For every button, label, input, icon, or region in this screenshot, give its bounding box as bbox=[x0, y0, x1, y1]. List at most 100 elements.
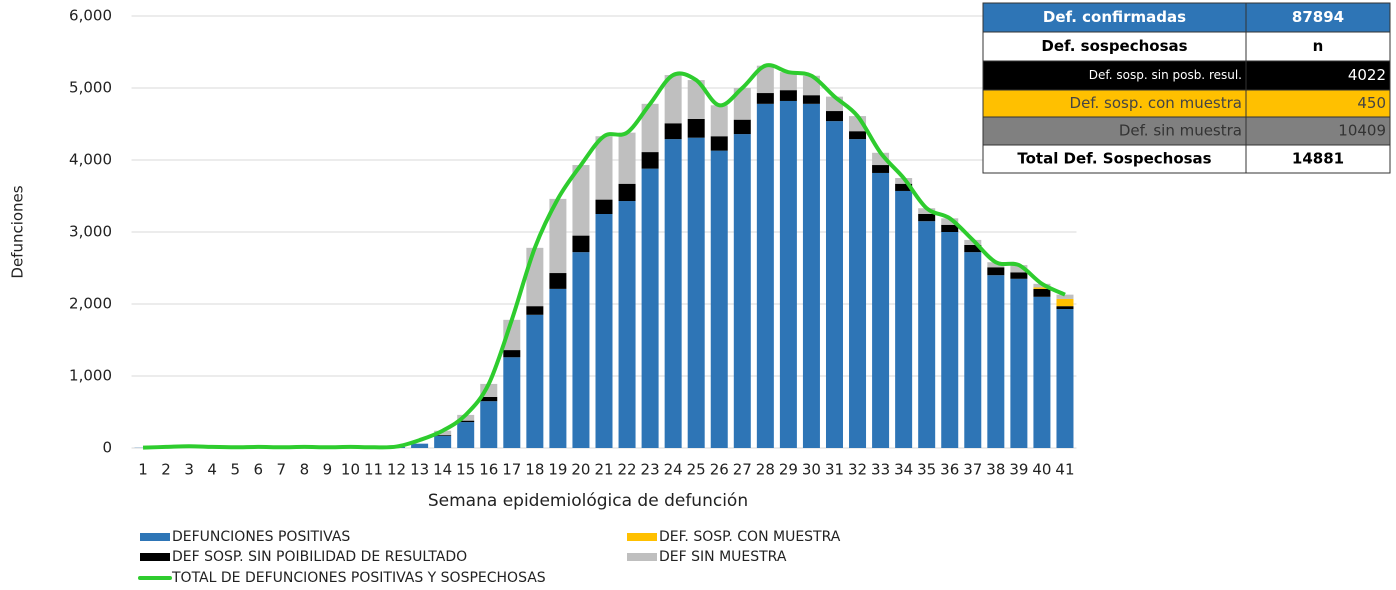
legend-swatch bbox=[140, 553, 170, 561]
bar-segment bbox=[595, 214, 613, 448]
bar-segment bbox=[572, 235, 590, 253]
table-value: 4022 bbox=[1348, 66, 1386, 84]
bar-segment bbox=[987, 275, 1005, 448]
bar-segment bbox=[526, 306, 544, 315]
bar-segment bbox=[987, 267, 1005, 276]
bar-segment bbox=[895, 183, 913, 191]
bar-segment bbox=[849, 139, 867, 448]
table-cell bbox=[982, 89, 1247, 118]
x-tick-label: 38 bbox=[986, 461, 1005, 479]
bar-segment bbox=[618, 183, 636, 202]
x-tick-label: 6 bbox=[253, 461, 263, 479]
bar-segment bbox=[918, 221, 936, 448]
table-cell bbox=[1245, 144, 1391, 174]
table-label: Def. sosp. con muestra bbox=[1070, 94, 1242, 112]
x-tick-label: 9 bbox=[323, 461, 333, 479]
x-tick-label: 4 bbox=[207, 461, 217, 479]
x-tick-label: 30 bbox=[802, 461, 821, 479]
bar-segment bbox=[457, 422, 475, 448]
x-tick-label: 3 bbox=[184, 461, 194, 479]
x-tick-label: 27 bbox=[733, 461, 752, 479]
bar-segment bbox=[549, 288, 567, 448]
x-tick-label: 18 bbox=[525, 461, 544, 479]
bar-segment bbox=[687, 118, 705, 138]
legend-swatch bbox=[140, 533, 170, 541]
bar-segment bbox=[733, 88, 751, 120]
bar-segment bbox=[918, 208, 936, 214]
x-tick-label: 19 bbox=[548, 461, 567, 479]
bar-segment bbox=[434, 435, 452, 448]
x-tick-label: 17 bbox=[502, 461, 521, 479]
table-cell bbox=[982, 2, 1247, 33]
table-value: 14881 bbox=[1292, 150, 1344, 168]
legend-label: DEF. SOSP. CON MUESTRA bbox=[659, 529, 841, 545]
x-axis-title: Semana epidemiológica de defunción bbox=[428, 491, 748, 511]
bar-segment bbox=[595, 136, 613, 200]
bar-segment bbox=[1010, 265, 1028, 273]
x-tick-label: 39 bbox=[1009, 461, 1028, 479]
bar-segment bbox=[756, 93, 774, 104]
bar-segment bbox=[802, 95, 820, 104]
bar-segment bbox=[687, 137, 705, 448]
y-tick-label: 2,000 bbox=[69, 295, 112, 313]
x-tick-label: 40 bbox=[1032, 461, 1051, 479]
bar-segment bbox=[756, 65, 774, 94]
x-tick-label: 21 bbox=[594, 461, 613, 479]
bar-segment bbox=[1056, 298, 1074, 307]
y-tick-label: 6,000 bbox=[69, 7, 112, 25]
table-cell bbox=[982, 31, 1247, 62]
table-label: Total Def. Sospechosas bbox=[1017, 150, 1211, 168]
table-cell bbox=[1245, 89, 1391, 118]
table-cell bbox=[982, 60, 1247, 91]
bar-segment bbox=[526, 247, 544, 307]
bar-segment bbox=[641, 168, 659, 448]
bar-segment bbox=[572, 165, 590, 236]
bar-segment bbox=[941, 218, 959, 225]
x-tick-label: 20 bbox=[571, 461, 590, 479]
bar-segment bbox=[779, 90, 797, 101]
bar-segment bbox=[710, 136, 728, 151]
legend-swatch bbox=[627, 533, 657, 541]
bar-segment bbox=[434, 435, 452, 436]
x-tick-label: 35 bbox=[917, 461, 936, 479]
bar-segment bbox=[1056, 294, 1074, 299]
x-tick-label: 31 bbox=[825, 461, 844, 479]
table-cell bbox=[1245, 31, 1391, 62]
bar-segment bbox=[825, 111, 843, 122]
bar-segment bbox=[710, 150, 728, 448]
table-cell bbox=[1245, 116, 1391, 146]
y-tick-label: 4,000 bbox=[69, 151, 112, 169]
bar-segment bbox=[480, 396, 498, 402]
x-tick-label: 28 bbox=[756, 461, 775, 479]
bar-segment bbox=[618, 132, 636, 184]
x-tick-label: 25 bbox=[687, 461, 706, 479]
bar-segment bbox=[964, 252, 982, 448]
x-tick-label: 13 bbox=[410, 461, 429, 479]
bar-segment bbox=[895, 190, 913, 448]
bar-segment bbox=[503, 350, 521, 358]
x-tick-label: 15 bbox=[456, 461, 475, 479]
bar-segment bbox=[549, 273, 567, 289]
legend-label: DEFUNCIONES POSITIVAS bbox=[172, 529, 350, 545]
x-tick-label: 11 bbox=[364, 461, 383, 479]
total-line bbox=[142, 63, 1066, 450]
bar-segment bbox=[1010, 272, 1028, 279]
table-value: n bbox=[1313, 37, 1324, 55]
x-tick-label: 14 bbox=[433, 461, 452, 479]
bar-segment bbox=[849, 131, 867, 140]
bar-segment bbox=[664, 75, 682, 124]
bar-segment bbox=[941, 224, 959, 232]
x-tick-label: 33 bbox=[871, 461, 890, 479]
bar-segment bbox=[779, 72, 797, 91]
bar-segment bbox=[595, 199, 613, 214]
bar-segment bbox=[872, 172, 890, 448]
bar-segment bbox=[825, 121, 843, 449]
bar-segment bbox=[987, 262, 1005, 268]
bar-segment bbox=[618, 201, 636, 448]
table-label: Def. sosp. sin posb. resul. bbox=[1089, 68, 1242, 82]
bar-segment bbox=[733, 134, 751, 448]
bar-segment bbox=[802, 103, 820, 448]
x-tick-label: 7 bbox=[277, 461, 287, 479]
bar-segment bbox=[503, 357, 521, 448]
